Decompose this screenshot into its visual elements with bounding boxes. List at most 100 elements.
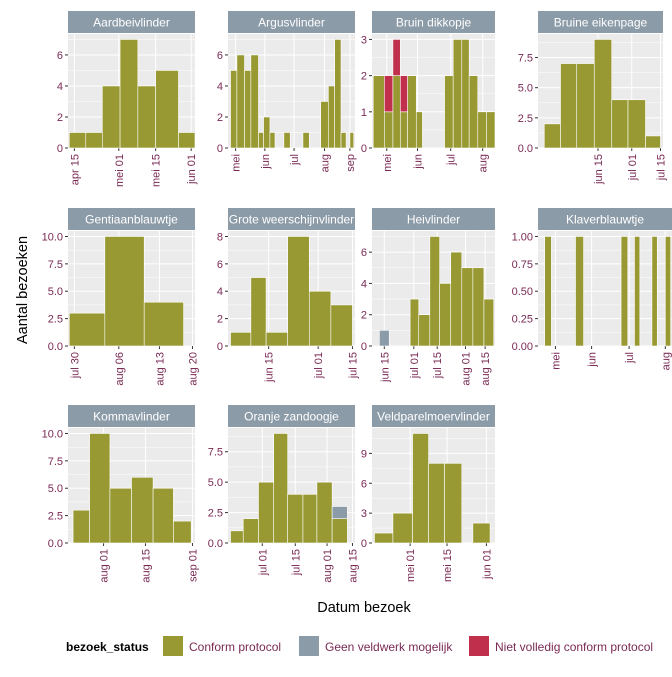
y-tick-label: 6 [361,247,367,259]
bar-conform [244,70,252,149]
y-tick-label: 2.5 [48,511,63,523]
bar-niet [392,39,401,76]
y-tick-label: 10.0 [42,428,63,440]
y-tick-label: 1 [361,107,367,119]
bar-conform [544,236,552,347]
facet-panel: Bruin dikkopje 0 1 2 3 mei jun jul aug [361,11,496,172]
bar-conform [452,39,463,149]
legend: bezoek_status Conform protocol Geen veldw… [66,636,653,656]
x-tick-label: aug 15 [480,352,492,386]
bar-conform [89,433,111,544]
y-tick-label: 0.0 [48,538,63,550]
facet-strip [372,11,495,33]
bar-conform [250,277,267,347]
bar-conform [620,236,629,347]
y-tick-label: 0 [361,538,367,550]
x-tick-label: mei [231,154,243,172]
bar-conform [349,132,355,149]
bar-conform [634,236,641,347]
facet-title: Gentiaanblauwtje [85,213,178,227]
bar-conform [68,132,87,149]
bar-conform [308,290,332,347]
bar-conform [392,75,401,149]
y-tick-label: 2.5 [208,508,223,520]
y-tick-label: 7.5 [48,259,63,271]
bar-conform [486,111,496,149]
y-tick-label: 6 [361,478,367,490]
bar-conform [468,75,479,149]
facet-panel: Oranje zandoogje 0.0 2.5 5.0 7.5 jul 01 jul 15… [208,405,359,583]
y-tick-label: 2 [217,112,223,124]
y-tick-label: 0 [57,143,63,155]
y-tick-label: 2.5 [48,314,63,326]
x-tick-label: aug 20 [187,352,199,386]
bar-conform [263,116,271,149]
x-tick-label: mei 15 [151,154,163,187]
facet-title: Klaverblauwtje [566,213,644,227]
bar-conform [302,494,318,544]
bar-conform [230,332,252,347]
bar-conform [651,236,658,347]
facet-title: Veldparelmoervlinder [377,410,490,424]
legend-label-geen: Geen veldwerk mogelijk [325,640,453,654]
x-tick-label: aug [320,154,332,172]
bar-conform [418,314,431,347]
legend-label-niet: Niet volledig conform protocol [495,640,653,654]
bar-conform [611,99,629,149]
bar-conform [155,70,179,149]
facet-title: Aardbeivlinder [93,16,170,30]
facet-strip [228,208,355,230]
y-tick-label: 4 [57,81,63,93]
y-tick-label: 6 [217,259,223,271]
legend-swatch-niet [469,636,489,656]
y-tick-label: 6 [57,50,63,62]
x-tick-label: jul [624,352,636,364]
bar-conform [399,111,408,149]
x-tick-label: jun [260,154,272,170]
facet-panel: Aardbeivlinder 0 2 4 6 apr 15 mei 01 mei 15 jun … [57,11,198,187]
y-tick-label: 3 [361,34,367,46]
bar-conform [143,301,184,347]
x-tick-label: jul 01 [627,154,639,181]
bar-conform [328,85,335,149]
y-tick-label: 2.5 [518,113,533,125]
y-tick-label: 0.00 [512,341,533,353]
bar-conform [560,63,578,149]
bar-conform [409,298,420,347]
bar-conform [178,132,196,149]
bar-niet [383,75,394,113]
x-tick-label: jul 01 [313,352,325,379]
bar-conform [374,532,394,544]
y-tick-label: 7.5 [48,456,63,468]
legend-swatch-geen [299,636,319,656]
bar-conform [265,332,288,347]
bar-conform [428,463,445,544]
bar-conform [334,39,342,149]
x-tick-label: aug 06 [114,352,126,386]
facet-panel: Veldparelmoervlinder 0 3 6 9 mei 01 mei 15 jun … [361,405,495,582]
bar-conform [258,481,275,544]
bar-conform [331,518,348,544]
x-tick-label: jul 15 [432,352,444,379]
x-tick-label: mei [550,352,562,370]
x-tick-label: aug 13 [154,352,166,386]
y-tick-label: 5.0 [208,477,223,489]
bar-conform [439,283,452,347]
facet-strip [228,11,355,33]
y-tick-label: 2 [361,71,367,83]
x-tick-label: aug 01 [322,549,334,583]
x-tick-label: aug 01 [460,352,472,386]
bar-conform [472,522,491,544]
bar-conform [242,518,259,544]
bar-conform [461,267,474,347]
x-tick-label: jun [413,154,425,170]
y-tick-label: 0.25 [512,314,533,326]
x-tick-label: jul [289,154,301,166]
bar-conform [131,476,154,544]
facet-title: Bruin dikkopje [396,16,472,30]
bar-conform [627,99,646,149]
y-tick-label: 9 [361,448,367,460]
bar-conform [461,39,470,149]
